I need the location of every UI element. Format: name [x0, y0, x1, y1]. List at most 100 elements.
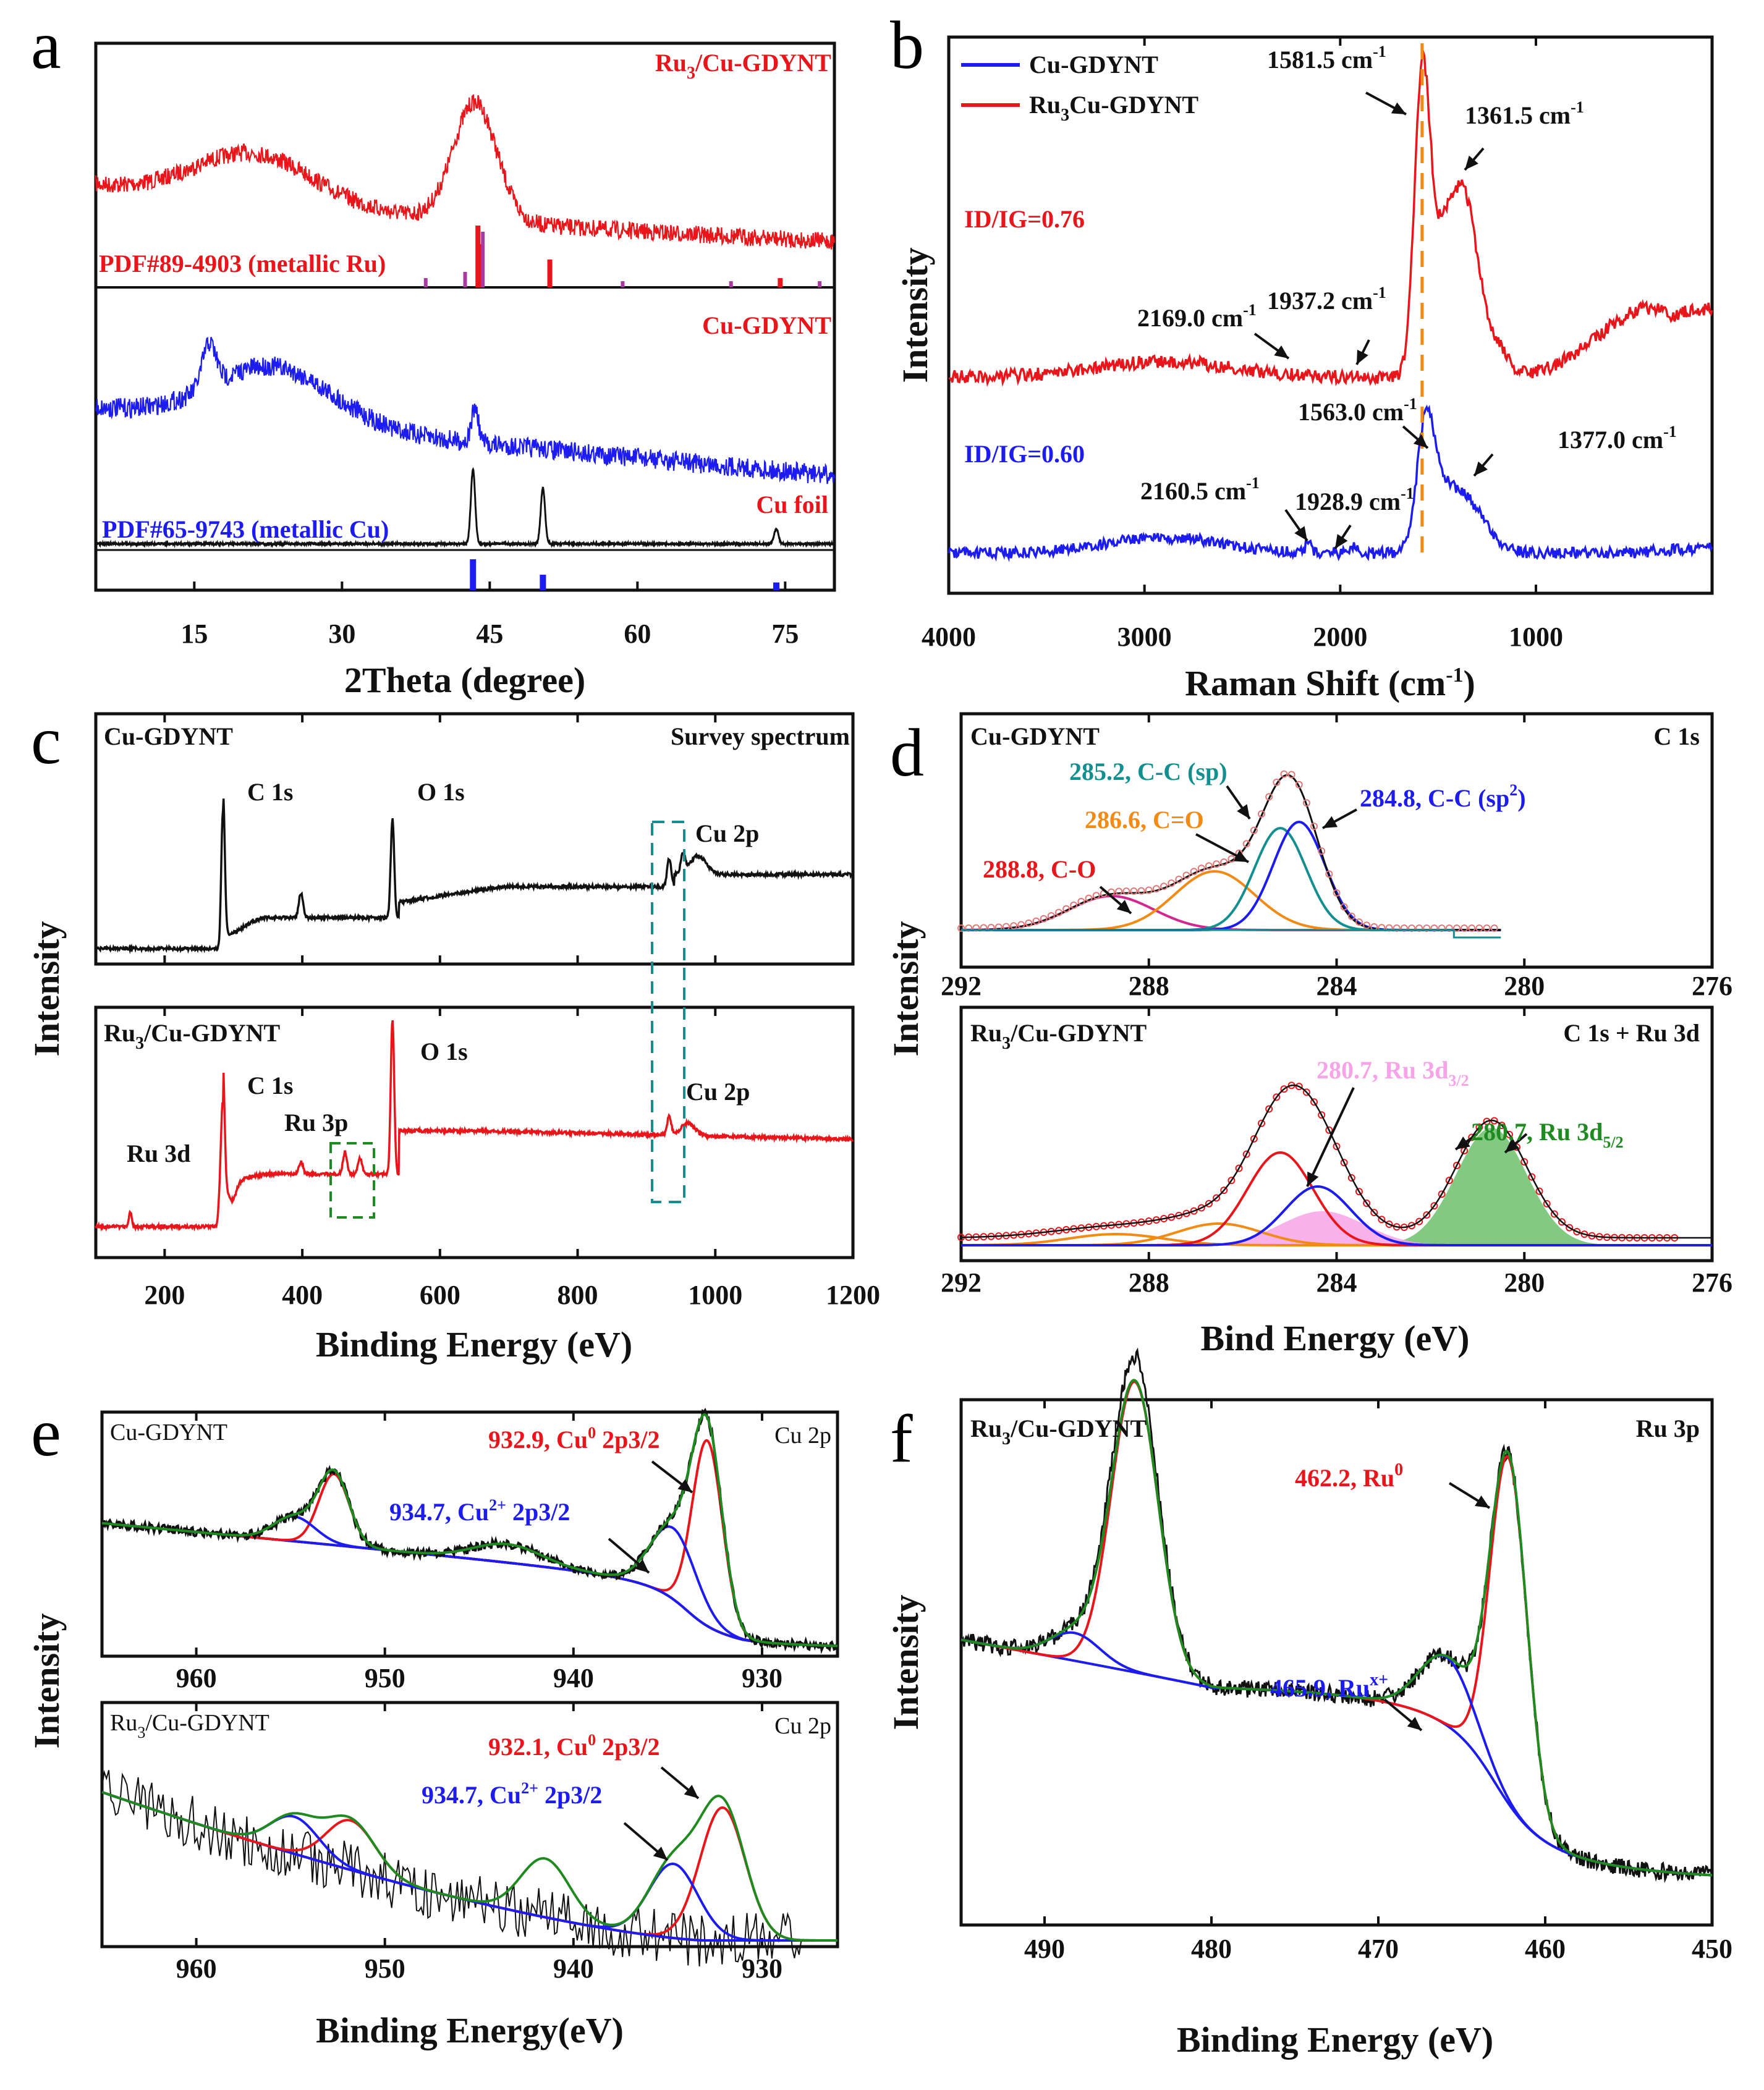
fit-c-c-sp2-b [961, 1185, 1712, 1246]
f-label-ru0: 462.2, Ru0 [1295, 1460, 1403, 1492]
d-bottom-title: Ru3/Cu-GDYNT [970, 1019, 1147, 1053]
x-tick-label: 284 [1317, 1267, 1357, 1298]
ru-reference-stick-minor [463, 272, 467, 287]
ru-reference-stick-minor [481, 232, 485, 287]
x-tick-label: 400 [282, 1280, 323, 1310]
panel-a-frame [94, 41, 836, 592]
panel-d: d 292 288 284 280 276 292 288 284 280 276 Bind En… [886, 712, 1732, 1358]
label-pdf-cu: PDF#65-9743 (metallic Cu) [102, 515, 389, 543]
annotation-arrowhead [1407, 1717, 1422, 1730]
raw-data-point [1461, 924, 1469, 932]
raw-data-point [1430, 924, 1438, 932]
panel-d-xlabel: Bind Energy (eV) [1201, 1318, 1470, 1358]
x-tick-label: 960 [176, 1953, 217, 1984]
panel-b-xlabel: Raman Shift (cm-1) [1185, 663, 1475, 703]
panel-f-xaxis: 490 480 470 460 450 [1024, 1400, 1732, 1964]
raw-data-point [1528, 1173, 1536, 1181]
e-bottom-cu0: 932.1, Cu0 2p3/2 [488, 1731, 660, 1761]
fit-cu2plus [101, 1521, 837, 1648]
x-tick-label: 60 [624, 619, 651, 649]
e-top-title: Cu-GDYNT [110, 1419, 227, 1445]
raw-data-point [1408, 924, 1415, 932]
x-tick-label: 2000 [1313, 622, 1367, 652]
raw-data-point [1475, 1123, 1483, 1132]
raw-data-point [1197, 1204, 1205, 1212]
panel-e-top-fits [101, 1407, 839, 1654]
raw-data-point [1310, 1098, 1318, 1106]
panel-d-ylabel: Intensity [886, 921, 926, 1056]
raw-data-point [1490, 924, 1498, 932]
raw-data-point [1197, 865, 1205, 873]
fit-cu2plus-2p12 [101, 1515, 837, 1648]
raw-data-point [1258, 1119, 1265, 1127]
raw-data-point [1213, 860, 1221, 868]
raw-data-point [1550, 1210, 1558, 1218]
panel-letter-f: f [890, 1401, 913, 1476]
raw-data-point [1543, 1199, 1551, 1208]
c-bottom-ru3p: Ru 3p [284, 1109, 348, 1136]
raw-data-point [1445, 1177, 1453, 1185]
annotation-arrowhead [1413, 434, 1428, 448]
raw-data-point [1318, 847, 1326, 855]
raw-data-point [1175, 875, 1183, 883]
x-tick-label: 276 [1692, 1267, 1732, 1298]
annotation-arrowhead [1391, 102, 1406, 114]
fit-ru0 [960, 1381, 1712, 1877]
label-cu-gdynt: Cu-GDYNT [702, 311, 831, 339]
panel-d-bottom-fits [957, 1081, 1712, 1246]
raman-peak-label: 1377.0 cm-1 [1558, 423, 1677, 454]
x-tick-label: 280 [1504, 1267, 1545, 1298]
x-tick-label: 288 [1129, 971, 1169, 1001]
fit-envelope [960, 1379, 1712, 1877]
c-bottom-ru3d: Ru 3d [127, 1140, 190, 1167]
raw-data-point [1302, 799, 1310, 807]
ratio-blue: ID/IG=0.60 [964, 440, 1085, 468]
c-top-c1s: C 1s [247, 778, 293, 806]
raw-data-point [1415, 924, 1423, 932]
raw-data-point [1213, 1194, 1221, 1202]
raw-data-point [1318, 1111, 1326, 1119]
raw-data-point [1054, 908, 1062, 916]
cu-reference-stick [540, 575, 546, 590]
raw-data-point [1385, 1221, 1393, 1229]
panel-c-top-frame [94, 712, 855, 966]
raw-data-point [1070, 901, 1078, 909]
panel-b-ylabel: Intensity [895, 247, 935, 383]
raw-data-point [1152, 885, 1160, 893]
x-tick-label: 940 [553, 1663, 594, 1693]
raw-data-point [965, 924, 973, 932]
panel-letter-a: a [31, 7, 61, 83]
raw-data-point [1010, 922, 1018, 930]
fit-ru3d32-fill [961, 1211, 1712, 1245]
series-ru3-cu-gdynt-xrd [95, 94, 836, 250]
raw-data-point [1302, 1088, 1310, 1096]
annotation-arrowhead [1274, 345, 1289, 358]
ru-reference-stick [477, 244, 483, 287]
x-tick-label: 960 [176, 1663, 217, 1693]
raman-peak-label: 1581.5 cm-1 [1267, 43, 1386, 74]
raw-data-point [1363, 921, 1371, 929]
x-tick-label: 800 [558, 1280, 598, 1310]
raw-data-point [1228, 855, 1236, 863]
ru3p-highlight-box [329, 1142, 375, 1219]
raw-data-point [1333, 889, 1341, 897]
annotation-arrowhead [634, 1559, 649, 1573]
raman-peak-label: 2169.0 cm-1 [1137, 301, 1257, 332]
raw-data-point [1115, 887, 1123, 895]
f-label-rux: 465.9, Rux+ [1270, 1670, 1388, 1702]
fit-cu0-b [101, 1791, 837, 1942]
e-bottom-title: Ru3/Cu-GDYNT [110, 1710, 269, 1741]
panel-b-frame [947, 35, 1714, 595]
x-tick-label: 950 [365, 1953, 405, 1984]
legend-cu-gdynt: Cu-GDYNT [1029, 51, 1158, 78]
x-tick-label: 950 [365, 1663, 405, 1693]
raw-data-point [1250, 826, 1258, 834]
annotation-arrowhead [1505, 1139, 1520, 1153]
c-top-survey: Survey spectrum [671, 722, 850, 750]
d-label-ceo: 286.6, C=O [1085, 806, 1204, 834]
raw-data-point [1085, 894, 1093, 902]
raw-data-point [1092, 892, 1100, 900]
panel-e-bottom-frame [100, 1701, 839, 1948]
panel-d-top-fits [957, 770, 1501, 939]
x-tick-label: 292 [941, 971, 982, 1001]
